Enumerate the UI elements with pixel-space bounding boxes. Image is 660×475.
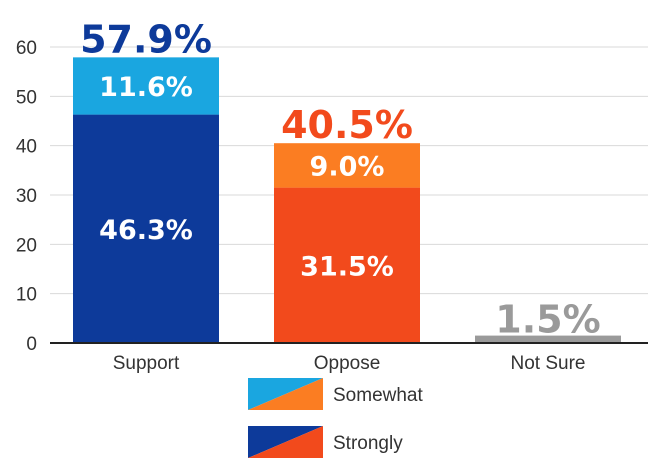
x-category-label: Oppose [314,353,381,374]
segment-data-label: 11.6% [99,72,193,103]
y-tick-label: 40 [16,137,37,158]
bar-segment-strongly-oppose [274,187,420,343]
bars: 46.3% 11.6% 57.9% 31.5% 9.0% 40.5% 1.5% [73,17,621,343]
bar-segment-total-not-sure [475,335,621,343]
segment-data-label: 46.3% [99,215,193,246]
y-tick-label: 20 [16,235,37,256]
y-tick-label: 50 [16,87,37,108]
x-category-label: Not Sure [511,353,586,374]
bar-segment-strongly-support [73,114,219,343]
legend-label: Somewhat [333,385,423,406]
bar-segment-somewhat-support [73,57,219,115]
y-tick-label: 10 [16,285,37,306]
x-axis: Support Oppose Not Sure [50,342,648,374]
total-data-label: 40.5% [281,103,413,147]
legend-label: Strongly [333,433,403,454]
segment-data-label: 31.5% [300,251,394,282]
total-data-label: 57.9% [80,17,212,61]
x-category-label: Support [113,353,180,374]
y-tick-label: 60 [16,38,37,59]
y-axis: 0 10 20 30 40 50 60 [16,38,37,355]
legend-swatch-right [248,378,323,410]
legend-item-somewhat: Somewhat [248,378,423,410]
y-tick-label: 0 [26,334,37,355]
legend-swatch-right [248,426,323,458]
bar-segment-somewhat-oppose [274,143,420,188]
segment-data-label: 9.0% [310,151,385,182]
legend: Somewhat Strongly [248,378,423,458]
y-tick-label: 30 [16,186,37,207]
total-data-label: 1.5% [495,298,600,342]
legend-item-strongly: Strongly [248,426,403,458]
